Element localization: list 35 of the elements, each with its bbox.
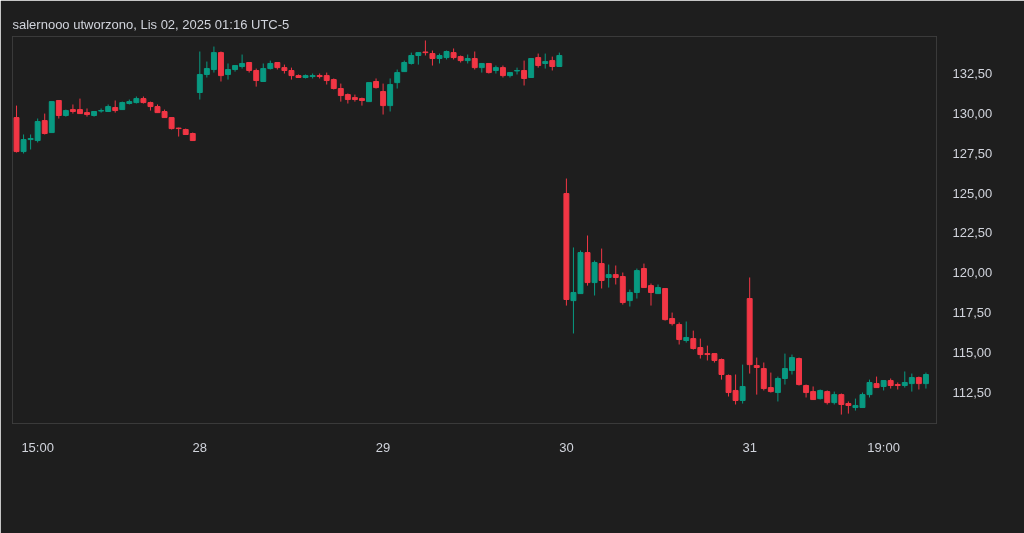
y-tick-label: 117,50 <box>952 305 992 321</box>
candlestick <box>380 83 387 116</box>
x-tick-label: 19:00 <box>867 439 900 455</box>
x-tick-label: 15:00 <box>21 439 54 455</box>
candlestick <box>676 321 683 345</box>
candlestick <box>394 69 401 90</box>
candlestick <box>492 65 499 75</box>
candlestick <box>598 248 605 289</box>
candlestick <box>521 60 528 86</box>
y-tick-label: 132,50 <box>952 65 993 81</box>
candlestick <box>915 376 922 391</box>
candlestick <box>514 67 521 75</box>
y-tick-label: 130,00 <box>952 105 993 121</box>
x-tick-label: 28 <box>192 439 208 455</box>
candlestick <box>471 51 478 71</box>
y-tick-label: 125,00 <box>952 185 993 201</box>
y-tick-label: 127,50 <box>952 145 993 161</box>
y-tick-label: 115,00 <box>952 345 992 361</box>
chart-title: salernooo utworzono, Lis 02, 2025 01:16 UTC-5 <box>12 16 290 32</box>
candlestick <box>366 82 372 103</box>
x-tick-label: 30 <box>559 439 574 455</box>
candlestick <box>605 264 612 289</box>
y-tick-label: 112,50 <box>952 385 992 401</box>
y-tick-label: 120,00 <box>952 265 993 281</box>
y-tick-label: 122,50 <box>952 225 993 241</box>
candlestick <box>55 99 62 120</box>
candlestick <box>528 58 535 79</box>
x-tick-label: 31 <box>742 439 757 455</box>
candlestick <box>739 364 746 405</box>
candlestick <box>753 357 760 396</box>
candlestick <box>387 77 394 113</box>
x-tick-label: 29 <box>375 439 391 455</box>
candlestick <box>683 321 690 344</box>
candlestick <box>217 51 224 82</box>
candlestick <box>591 260 598 297</box>
